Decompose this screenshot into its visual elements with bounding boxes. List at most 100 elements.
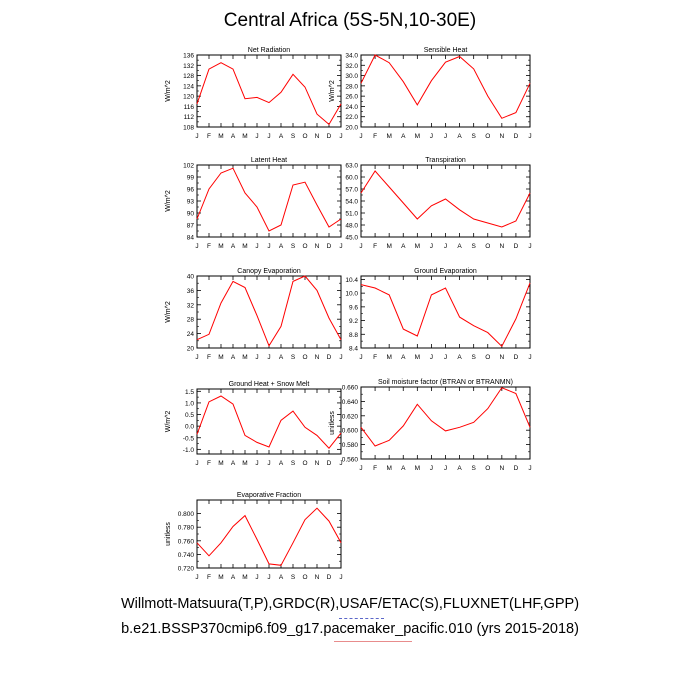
x-tick-label: M	[386, 354, 391, 361]
y-tick-label: 84	[187, 235, 195, 242]
y-tick-label: 124	[183, 83, 194, 90]
x-tick-label: M	[242, 354, 247, 361]
x-tick-label: J	[255, 574, 258, 581]
y-tick-label: 116	[184, 104, 195, 111]
y-tick-label: 0.640	[342, 399, 359, 406]
plot-frame	[360, 275, 531, 349]
panel-title: Canopy Evaporation	[237, 268, 301, 275]
x-tick-label: A	[279, 574, 284, 581]
x-tick-label: A	[279, 460, 284, 467]
page-title: Central Africa (5S-5N,10-30E)	[223, 10, 477, 31]
x-tick-label: J	[359, 354, 362, 361]
x-tick-label: A	[457, 133, 462, 140]
plot-frame	[196, 388, 342, 455]
y-tick-label: 22.0	[345, 114, 358, 121]
series-line	[360, 282, 531, 348]
x-tick-label: M	[218, 133, 223, 140]
x-tick-label: S	[291, 354, 296, 361]
plot-frame	[196, 275, 342, 349]
x-tick-label: F	[373, 465, 377, 472]
x-tick-label: O	[485, 465, 490, 472]
series-line	[360, 170, 531, 228]
x-tick-label: A	[401, 243, 406, 250]
x-tick-label: A	[231, 460, 236, 467]
x-tick-label: N	[315, 574, 320, 581]
x-tick-label: J	[359, 243, 362, 250]
x-tick-label: O	[485, 243, 490, 250]
y-tick-label: -0.5	[183, 435, 195, 442]
series-line	[196, 395, 342, 449]
x-tick-label: M	[415, 354, 420, 361]
x-tick-label: J	[267, 574, 270, 581]
y-tick-label: 90	[187, 211, 195, 218]
x-tick-label: D	[327, 460, 332, 467]
y-tick-label: 34.0	[345, 53, 358, 60]
x-tick-label: J	[444, 354, 447, 361]
x-tick-label: F	[373, 133, 377, 140]
y-axis-label: W/m^2	[165, 301, 172, 323]
x-tick-label: J	[255, 133, 258, 140]
y-tick-label: 51.0	[345, 211, 358, 218]
x-tick-label: M	[386, 133, 391, 140]
y-tick-label: 63.0	[345, 163, 358, 170]
x-tick-label: M	[218, 243, 223, 250]
y-tick-label: 54.0	[345, 199, 358, 206]
panel-title: Evaporative Fraction	[237, 492, 301, 499]
x-tick-label: S	[291, 460, 296, 467]
x-tick-label: M	[218, 574, 223, 581]
panel-title: Ground Evaporation	[414, 268, 477, 275]
x-tick-label: O	[302, 354, 307, 361]
y-tick-label: 45.0	[345, 235, 358, 242]
y-tick-label: 136	[183, 53, 194, 60]
y-tick-label: 0.800	[178, 511, 195, 518]
y-axis-label: unitless	[329, 411, 336, 435]
x-tick-label: A	[279, 133, 284, 140]
footer-case: b.e21.BSSP370cmip6.f09_g17.pacemaker_pac…	[121, 621, 579, 637]
x-tick-label: F	[207, 243, 211, 250]
x-tick-label: M	[415, 465, 420, 472]
x-tick-label: J	[339, 133, 342, 140]
y-tick-label: 57.0	[345, 187, 358, 194]
x-tick-label: D	[327, 354, 332, 361]
x-tick-label: J	[528, 465, 531, 472]
x-tick-label: J	[195, 574, 198, 581]
panel-title: Sensible Heat	[424, 47, 468, 54]
x-tick-label: F	[207, 574, 211, 581]
x-tick-label: M	[218, 354, 223, 361]
y-tick-label: 96	[187, 187, 195, 194]
series-line	[196, 167, 342, 232]
y-axis-label: W/m^2	[165, 80, 172, 102]
x-tick-label: J	[444, 243, 447, 250]
y-tick-label: 1.5	[185, 389, 194, 396]
x-tick-label: A	[457, 243, 462, 250]
panel-title: Net Radiation	[248, 47, 291, 54]
y-tick-label: 0.740	[178, 552, 195, 559]
x-tick-label: A	[401, 133, 406, 140]
y-tick-label: 0.5	[185, 412, 194, 419]
y-tick-label: 0.720	[178, 566, 195, 573]
footer-sources: Willmott-Matsuura(T,P),GRDC(R),USAF/ETAC…	[120, 596, 580, 612]
x-tick-label: J	[444, 133, 447, 140]
footer-red-underline	[334, 641, 412, 642]
x-tick-label: M	[415, 243, 420, 250]
x-tick-label: D	[327, 243, 332, 250]
x-tick-label: J	[430, 243, 433, 250]
x-tick-label: O	[302, 133, 307, 140]
panel-title: Transpiration	[425, 157, 466, 164]
x-tick-label: O	[485, 354, 490, 361]
x-tick-label: S	[471, 354, 476, 361]
y-tick-label: 108	[183, 125, 194, 132]
x-tick-label: M	[386, 243, 391, 250]
x-tick-label: J	[528, 243, 531, 250]
x-tick-label: N	[499, 243, 504, 250]
series-line	[360, 54, 531, 119]
x-tick-label: J	[267, 243, 270, 250]
x-tick-label: D	[514, 133, 519, 140]
x-tick-label: S	[471, 465, 476, 472]
x-tick-label: D	[514, 465, 519, 472]
y-tick-label: 28.0	[345, 83, 358, 90]
x-tick-label: O	[302, 243, 307, 250]
x-tick-label: A	[231, 133, 236, 140]
panel-title: Soil moisture factor (BTRAN or BTRANMN)	[378, 379, 513, 386]
x-tick-label: J	[359, 465, 362, 472]
